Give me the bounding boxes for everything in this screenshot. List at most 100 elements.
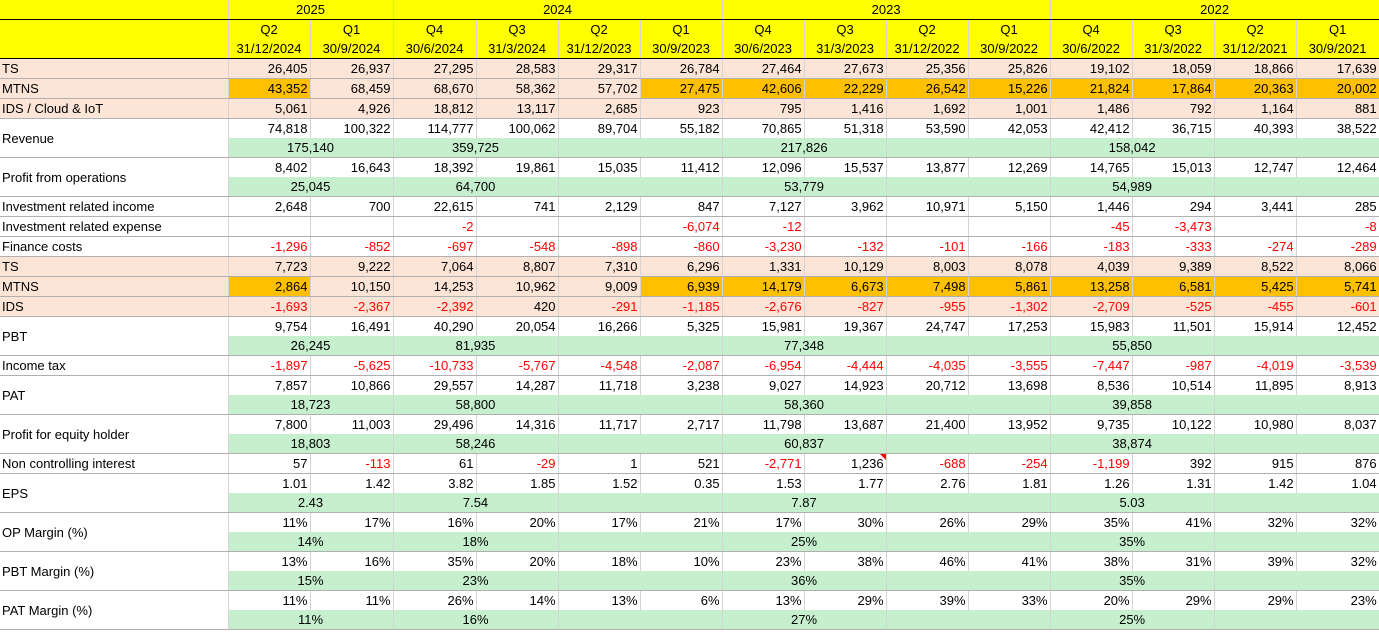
value-cell[interactable]: -987: [1132, 355, 1215, 376]
value-cell[interactable]: 847: [640, 196, 723, 217]
value-cell[interactable]: 792: [1132, 98, 1215, 119]
row-label[interactable]: PBT: [0, 316, 229, 356]
value-cell[interactable]: 3.82: [392, 473, 477, 493]
value-cell[interactable]: 13%: [558, 590, 641, 610]
value-cell[interactable]: -852: [310, 236, 394, 257]
row-label[interactable]: Finance costs: [0, 236, 229, 257]
value-cell[interactable]: 11,717: [558, 414, 641, 434]
value-cell[interactable]: 14%: [476, 590, 559, 610]
value-cell[interactable]: -132: [804, 236, 887, 257]
value-cell[interactable]: 43,352: [228, 78, 311, 99]
value-cell[interactable]: 57,702: [558, 78, 641, 99]
value-cell[interactable]: 795: [721, 98, 805, 119]
value-cell[interactable]: 14,287: [476, 375, 559, 395]
value-cell[interactable]: [968, 216, 1051, 237]
quarter-header[interactable]: Q4: [1049, 19, 1133, 39]
value-cell[interactable]: -2,392: [392, 296, 477, 317]
value-cell[interactable]: -2,087: [640, 355, 723, 376]
value-cell[interactable]: 15,013: [1132, 157, 1215, 177]
value-cell[interactable]: 7,800: [228, 414, 311, 434]
value-cell[interactable]: -3,473: [1132, 216, 1215, 237]
value-cell[interactable]: -1,296: [228, 236, 311, 257]
value-cell[interactable]: 13%: [721, 590, 805, 610]
value-cell[interactable]: 0.35: [640, 473, 723, 493]
value-cell[interactable]: 5,425: [1214, 276, 1297, 297]
value-cell[interactable]: -2,771: [721, 453, 805, 474]
value-cell[interactable]: -2,709: [1049, 296, 1133, 317]
value-cell[interactable]: -7,447: [1049, 355, 1133, 376]
row-label[interactable]: Income tax: [0, 355, 229, 376]
value-cell[interactable]: 11,501: [1132, 316, 1215, 336]
value-cell[interactable]: 21,824: [1049, 78, 1133, 99]
value-cell[interactable]: 521: [640, 453, 723, 474]
value-cell[interactable]: 29,317: [558, 58, 641, 79]
annual-total-cell[interactable]: 77,348: [721, 336, 887, 356]
value-cell[interactable]: 17,253: [968, 316, 1051, 336]
value-cell[interactable]: 29%: [1132, 590, 1215, 610]
value-cell[interactable]: 39%: [886, 590, 969, 610]
period-end-date[interactable]: 30/6/2022: [1049, 39, 1133, 59]
value-cell[interactable]: 23%: [1296, 590, 1379, 610]
value-cell[interactable]: 12,269: [968, 157, 1051, 177]
value-cell[interactable]: 18,059: [1132, 58, 1215, 79]
value-cell[interactable]: 20%: [476, 551, 559, 571]
value-cell[interactable]: 38,522: [1296, 118, 1379, 138]
value-cell[interactable]: 31%: [1132, 551, 1215, 571]
value-cell[interactable]: 7,857: [228, 375, 311, 395]
value-cell[interactable]: 36,715: [1132, 118, 1215, 138]
value-cell[interactable]: [228, 216, 311, 237]
value-cell[interactable]: 26,405: [228, 58, 311, 79]
value-cell[interactable]: 26,937: [310, 58, 394, 79]
annual-total-filler[interactable]: [558, 336, 723, 356]
annual-total-filler[interactable]: [558, 532, 723, 552]
value-cell[interactable]: 18,866: [1214, 58, 1297, 79]
value-cell[interactable]: 55,182: [640, 118, 723, 138]
value-cell[interactable]: -688: [886, 453, 969, 474]
value-cell[interactable]: -1,302: [968, 296, 1051, 317]
annual-total-cell[interactable]: 23%: [392, 571, 559, 591]
value-cell[interactable]: -3,230: [721, 236, 805, 257]
value-cell[interactable]: 700: [310, 196, 394, 217]
value-cell[interactable]: 26%: [392, 590, 477, 610]
value-cell[interactable]: -10,733: [392, 355, 477, 376]
value-cell[interactable]: 70,865: [721, 118, 805, 138]
value-cell[interactable]: -4,035: [886, 355, 969, 376]
value-cell[interactable]: 32%: [1296, 551, 1379, 571]
value-cell[interactable]: 13,698: [968, 375, 1051, 395]
value-cell[interactable]: 29,496: [392, 414, 477, 434]
annual-total-cell[interactable]: 25%: [1049, 610, 1215, 630]
value-cell[interactable]: 17%: [558, 512, 641, 532]
value-cell[interactable]: 33%: [968, 590, 1051, 610]
value-cell[interactable]: 10,129: [804, 256, 887, 277]
annual-total-filler[interactable]: [1214, 571, 1379, 591]
annual-total-filler[interactable]: [886, 532, 1051, 552]
value-cell[interactable]: [804, 216, 887, 237]
annual-total-filler[interactable]: [886, 571, 1051, 591]
annual-total-filler[interactable]: [1214, 395, 1379, 415]
value-cell[interactable]: 8,037: [1296, 414, 1379, 434]
value-cell[interactable]: -455: [1214, 296, 1297, 317]
value-cell[interactable]: -183: [1049, 236, 1133, 257]
value-cell[interactable]: 2,864: [228, 276, 311, 297]
value-cell[interactable]: -601: [1296, 296, 1379, 317]
value-cell[interactable]: 20,054: [476, 316, 559, 336]
value-cell[interactable]: [1214, 216, 1297, 237]
value-cell[interactable]: 1.26: [1049, 473, 1133, 493]
row-label[interactable]: PBT Margin (%): [0, 551, 229, 591]
value-cell[interactable]: 1,692: [886, 98, 969, 119]
value-cell[interactable]: 9,389: [1132, 256, 1215, 277]
value-cell[interactable]: 41%: [1132, 512, 1215, 532]
value-cell[interactable]: [558, 216, 641, 237]
annual-total-filler[interactable]: [558, 395, 723, 415]
value-cell[interactable]: 3,238: [640, 375, 723, 395]
value-cell[interactable]: 27,295: [392, 58, 477, 79]
value-cell[interactable]: 20,363: [1214, 78, 1297, 99]
value-cell[interactable]: 6,581: [1132, 276, 1215, 297]
value-cell[interactable]: -1,185: [640, 296, 723, 317]
period-end-date[interactable]: 31/12/2022: [886, 39, 969, 59]
annual-total-filler[interactable]: [1214, 177, 1379, 197]
value-cell[interactable]: -2: [392, 216, 477, 237]
value-cell[interactable]: 10,971: [886, 196, 969, 217]
value-cell[interactable]: 15,035: [558, 157, 641, 177]
row-label[interactable]: Profit for equity holder: [0, 414, 229, 454]
